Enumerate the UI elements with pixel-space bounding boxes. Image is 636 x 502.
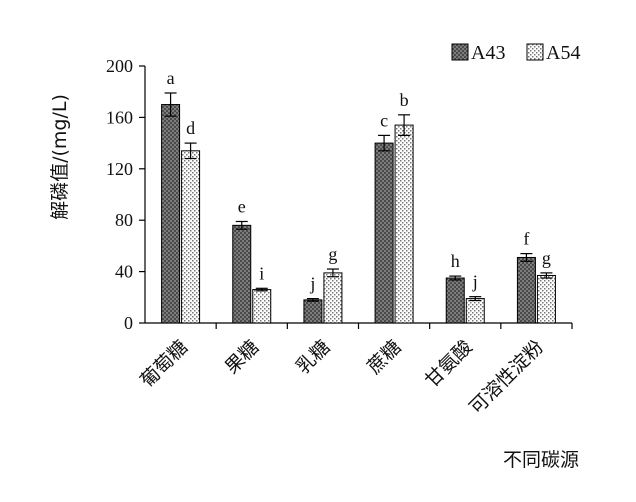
significance-label: j — [309, 274, 315, 294]
legend-swatch-a54 — [526, 43, 544, 61]
bar-a43-5 — [516, 256, 536, 324]
category-label: 可溶性淀粉 — [465, 336, 548, 419]
significance-label: b — [400, 90, 409, 110]
y-ticks: 0 40 80 120 160 200 — [106, 56, 145, 333]
significance-label: d — [186, 118, 195, 138]
y-tick-label: 0 — [124, 313, 133, 333]
significance-label: f — [523, 229, 529, 249]
bar-a43-3 — [374, 142, 394, 324]
bar-a43-2 — [303, 299, 323, 324]
significance-label: j — [472, 272, 478, 292]
axes — [144, 66, 572, 324]
bar-a43-4 — [445, 277, 465, 324]
x-ticks — [215, 323, 573, 329]
bar-a54-5 — [536, 274, 556, 324]
bar-a54-4 — [465, 298, 485, 324]
category-label: 果糖 — [221, 336, 263, 378]
category-label: 蔗糖 — [363, 336, 405, 378]
category-label: 甘氨酸 — [421, 336, 477, 392]
x-axis-title: 不同碳源 — [503, 449, 579, 471]
significance-label: h — [451, 251, 460, 271]
significance-label: g — [328, 244, 337, 264]
bar-a54-1 — [252, 289, 272, 324]
bar-a43-0 — [161, 104, 181, 324]
legend: A43 A54 — [451, 42, 580, 64]
significance-label: i — [259, 263, 264, 283]
category-label: 葡萄糖 — [136, 336, 192, 392]
y-tick-label: 160 — [106, 107, 133, 127]
y-tick-label: 40 — [115, 262, 133, 282]
y-axis-title: 解磷值/(mg/L) — [49, 94, 71, 220]
y-tick-label: 200 — [106, 56, 133, 76]
bar-a54-3 — [394, 124, 414, 324]
bars — [161, 104, 556, 324]
error-bars — [164, 92, 553, 302]
significance-label: g — [542, 248, 551, 268]
legend-label-a43: A43 — [471, 42, 505, 64]
significance-label: a — [167, 68, 175, 88]
significance-label: c — [380, 110, 388, 130]
legend-swatch-a43 — [451, 43, 469, 61]
y-tick-label: 120 — [106, 159, 133, 179]
y-tick-label: 80 — [115, 210, 133, 230]
bar-a54-0 — [181, 150, 201, 324]
bar-a54-2 — [323, 272, 343, 324]
category-label: 乳糖 — [292, 336, 334, 378]
significance-label: e — [238, 196, 246, 216]
legend-label-a54: A54 — [546, 42, 580, 64]
bar-a43-1 — [232, 224, 252, 324]
